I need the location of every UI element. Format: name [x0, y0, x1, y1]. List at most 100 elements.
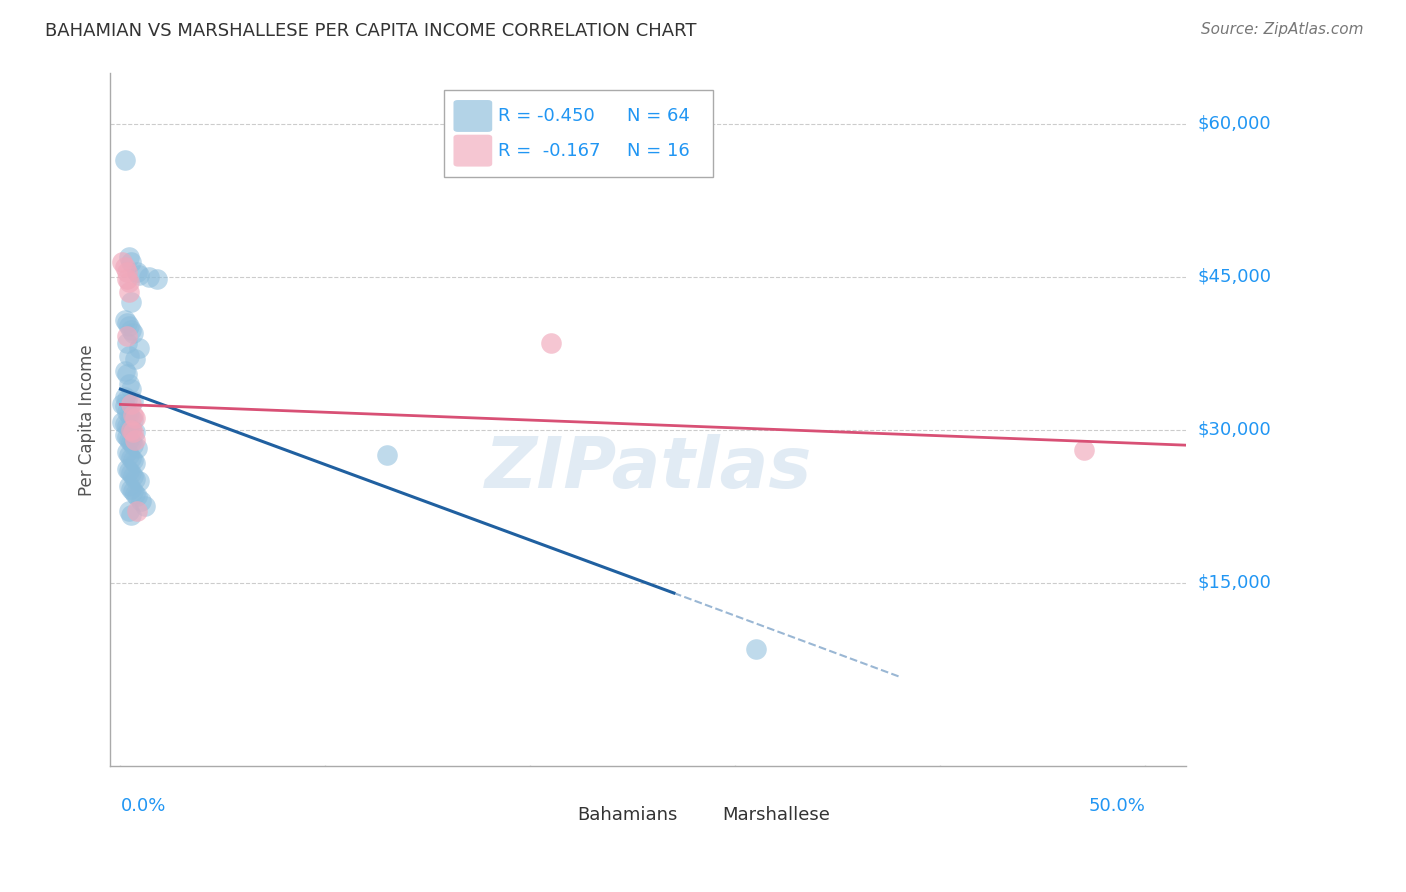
- Point: [115, 418, 138, 433]
- Point: [117, 504, 139, 518]
- Point: [115, 265, 138, 279]
- Text: $60,000: $60,000: [1198, 115, 1271, 133]
- Point: [121, 326, 143, 340]
- FancyBboxPatch shape: [454, 100, 492, 132]
- Y-axis label: Per Capita Income: Per Capita Income: [79, 344, 96, 495]
- Point: [128, 341, 150, 355]
- Text: $45,000: $45,000: [1198, 268, 1271, 286]
- Text: 0.0%: 0.0%: [121, 797, 166, 815]
- Point: [134, 500, 156, 514]
- Point: [115, 272, 138, 286]
- Point: [114, 153, 136, 167]
- Point: [114, 312, 136, 326]
- Text: Source: ZipAtlas.com: Source: ZipAtlas.com: [1201, 22, 1364, 37]
- Point: [1073, 443, 1095, 458]
- Point: [115, 336, 138, 351]
- Point: [120, 423, 142, 437]
- Point: [117, 449, 139, 463]
- Point: [114, 428, 136, 442]
- Text: $15,000: $15,000: [1198, 574, 1271, 592]
- Point: [114, 417, 136, 431]
- Point: [114, 260, 136, 274]
- Point: [146, 272, 169, 286]
- Point: [128, 268, 150, 282]
- Text: Marshallese: Marshallese: [723, 806, 831, 824]
- Point: [121, 468, 143, 483]
- FancyBboxPatch shape: [537, 802, 568, 828]
- Point: [114, 390, 136, 404]
- Text: BAHAMIAN VS MARSHALLESE PER CAPITA INCOME CORRELATION CHART: BAHAMIAN VS MARSHALLESE PER CAPITA INCOM…: [45, 22, 696, 40]
- Point: [125, 442, 148, 456]
- Point: [120, 397, 142, 411]
- Point: [121, 453, 143, 467]
- Text: $30,000: $30,000: [1198, 421, 1271, 439]
- Text: Bahamians: Bahamians: [578, 806, 678, 824]
- Point: [128, 474, 150, 488]
- Text: N = 64: N = 64: [627, 107, 689, 125]
- Point: [111, 254, 134, 268]
- Point: [117, 275, 139, 289]
- Point: [120, 482, 142, 496]
- Point: [115, 430, 138, 444]
- Point: [138, 269, 160, 284]
- Point: [375, 449, 398, 463]
- Text: 50.0%: 50.0%: [1088, 797, 1146, 815]
- Point: [124, 487, 146, 501]
- Point: [121, 438, 143, 452]
- Point: [120, 254, 142, 268]
- Point: [125, 504, 148, 518]
- Point: [120, 435, 142, 450]
- Point: [117, 479, 139, 493]
- Point: [114, 364, 136, 378]
- Point: [125, 489, 148, 503]
- FancyBboxPatch shape: [683, 802, 713, 828]
- Point: [115, 316, 138, 330]
- Point: [124, 472, 146, 486]
- Point: [117, 350, 139, 364]
- Point: [120, 410, 142, 425]
- Point: [120, 295, 142, 310]
- Point: [115, 445, 138, 459]
- Point: [115, 329, 138, 343]
- Text: R = -0.450: R = -0.450: [498, 107, 595, 125]
- Point: [124, 456, 146, 470]
- Point: [120, 451, 142, 466]
- Point: [745, 642, 768, 657]
- Point: [121, 408, 143, 422]
- Point: [120, 323, 142, 337]
- Point: [120, 466, 142, 480]
- Point: [117, 250, 139, 264]
- Point: [117, 464, 139, 478]
- Point: [124, 433, 146, 447]
- Point: [121, 394, 143, 409]
- Point: [117, 376, 139, 391]
- Point: [124, 425, 146, 439]
- Point: [117, 421, 139, 435]
- Point: [117, 407, 139, 421]
- Point: [117, 318, 139, 333]
- Point: [115, 392, 138, 407]
- FancyBboxPatch shape: [444, 90, 713, 177]
- Point: [120, 423, 142, 437]
- Text: R =  -0.167: R = -0.167: [498, 142, 600, 160]
- Point: [111, 397, 134, 411]
- Point: [111, 415, 134, 429]
- Point: [121, 484, 143, 499]
- Point: [115, 461, 138, 475]
- Point: [129, 494, 152, 508]
- Point: [115, 404, 138, 418]
- FancyBboxPatch shape: [454, 135, 492, 167]
- Point: [115, 367, 138, 381]
- Point: [120, 508, 142, 522]
- Point: [124, 351, 146, 366]
- Text: N = 16: N = 16: [627, 142, 689, 160]
- Text: ZIPatlas: ZIPatlas: [485, 434, 811, 503]
- Point: [120, 382, 142, 396]
- Point: [125, 265, 148, 279]
- Point: [117, 285, 139, 300]
- Point: [124, 410, 146, 425]
- Point: [114, 400, 136, 414]
- Point: [117, 433, 139, 447]
- Point: [540, 336, 562, 351]
- Point: [121, 425, 143, 439]
